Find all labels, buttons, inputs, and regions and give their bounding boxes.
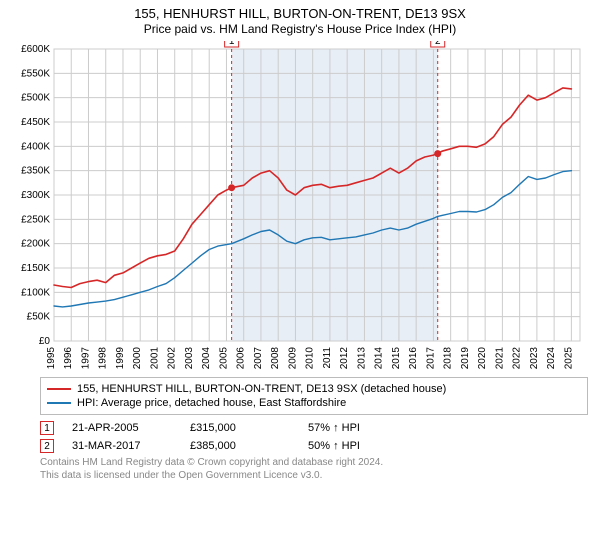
footer-note: Contains HM Land Registry data © Crown c…	[40, 457, 588, 482]
event-number-box: 2	[40, 439, 54, 453]
y-tick-label: £500K	[21, 93, 50, 104]
footer-line2: This data is licensed under the Open Gov…	[40, 470, 588, 483]
event-marker-number: 2	[435, 41, 441, 47]
x-tick-label: 2013	[356, 347, 367, 370]
title-line2: Price paid vs. HM Land Registry's House …	[0, 22, 600, 37]
x-tick-label: 2022	[512, 347, 523, 370]
x-tick-label: 1999	[115, 347, 126, 370]
x-tick-label: 2002	[167, 347, 178, 370]
x-tick-label: 2014	[374, 347, 385, 370]
event-pct: 57% ↑ HPI	[308, 422, 408, 434]
x-tick-label: 2021	[494, 347, 505, 370]
x-tick-label: 2005	[218, 347, 229, 370]
legend-label: 155, HENHURST HILL, BURTON-ON-TRENT, DE1…	[77, 383, 446, 395]
x-tick-label: 1995	[46, 347, 57, 370]
event-pct: 50% ↑ HPI	[308, 440, 408, 452]
y-tick-label: £400K	[21, 142, 50, 153]
y-tick-label: £450K	[21, 117, 50, 128]
event-date: 31-MAR-2017	[72, 440, 172, 452]
event-row: 2 31-MAR-2017 £385,000 50% ↑ HPI	[40, 437, 588, 455]
event-number-box: 1	[40, 421, 54, 435]
footer-line1: Contains HM Land Registry data © Crown c…	[40, 457, 588, 470]
event-row: 1 21-APR-2005 £315,000 57% ↑ HPI	[40, 419, 588, 437]
x-tick-label: 2012	[339, 347, 350, 370]
legend-label: HPI: Average price, detached house, East…	[77, 397, 346, 409]
x-tick-label: 1996	[63, 347, 74, 370]
x-tick-label: 2003	[184, 347, 195, 370]
legend-swatch	[47, 402, 71, 404]
chart: £0 £50K £100K £150K £200K £250K £300K £350K £400…	[10, 41, 590, 371]
x-tick-label: 2011	[322, 347, 333, 369]
y-tick-label: £300K	[21, 190, 50, 201]
y-tick-label: £200K	[21, 239, 50, 250]
x-tick-label: 1998	[98, 347, 109, 370]
x-tick-label: 2006	[236, 347, 247, 370]
x-tick-label: 2024	[546, 347, 557, 370]
x-tick-label: 1997	[80, 347, 91, 370]
legend: 155, HENHURST HILL, BURTON-ON-TRENT, DE1…	[40, 377, 588, 415]
event-marker-number: 1	[229, 41, 235, 47]
event-price: £385,000	[190, 440, 290, 452]
chart-svg: £0 £50K £100K £150K £200K £250K £300K £350K £400…	[10, 41, 590, 371]
y-tick-label: £0	[39, 336, 51, 347]
x-tick-label: 2008	[270, 347, 281, 370]
y-tick-label: £250K	[21, 215, 50, 226]
x-tick-label: 2004	[201, 347, 212, 370]
x-tick-label: 2020	[477, 347, 488, 370]
legend-swatch	[47, 388, 71, 390]
x-tick-label: 2019	[460, 347, 471, 370]
x-tick-label: 2007	[253, 347, 264, 370]
title-block: 155, HENHURST HILL, BURTON-ON-TRENT, DE1…	[0, 0, 600, 37]
x-tick-label: 2025	[563, 347, 574, 370]
x-tick-label: 2023	[529, 347, 540, 370]
event-price: £315,000	[190, 422, 290, 434]
x-tick-label: 2018	[443, 347, 454, 370]
x-tick-label: 2017	[425, 347, 436, 370]
event-date: 21-APR-2005	[72, 422, 172, 434]
y-tick-label: £50K	[27, 312, 51, 323]
x-tick-label: 2016	[408, 347, 419, 370]
x-tick-label: 2015	[391, 347, 402, 370]
legend-row: 155, HENHURST HILL, BURTON-ON-TRENT, DE1…	[47, 382, 581, 396]
y-tick-label: £100K	[21, 288, 50, 299]
y-tick-label: £150K	[21, 263, 50, 274]
y-tick-label: £600K	[21, 44, 50, 55]
legend-row: HPI: Average price, detached house, East…	[47, 396, 581, 410]
y-tick-label: £550K	[21, 69, 50, 80]
x-tick-label: 2001	[149, 347, 160, 370]
y-tick-label: £350K	[21, 166, 50, 177]
x-tick-label: 2010	[305, 347, 316, 370]
x-tick-label: 2009	[287, 347, 298, 370]
title-line1: 155, HENHURST HILL, BURTON-ON-TRENT, DE1…	[0, 6, 600, 22]
x-tick-label: 2000	[132, 347, 143, 370]
events-table: 1 21-APR-2005 £315,000 57% ↑ HPI 2 31-MAR-201…	[40, 419, 588, 455]
